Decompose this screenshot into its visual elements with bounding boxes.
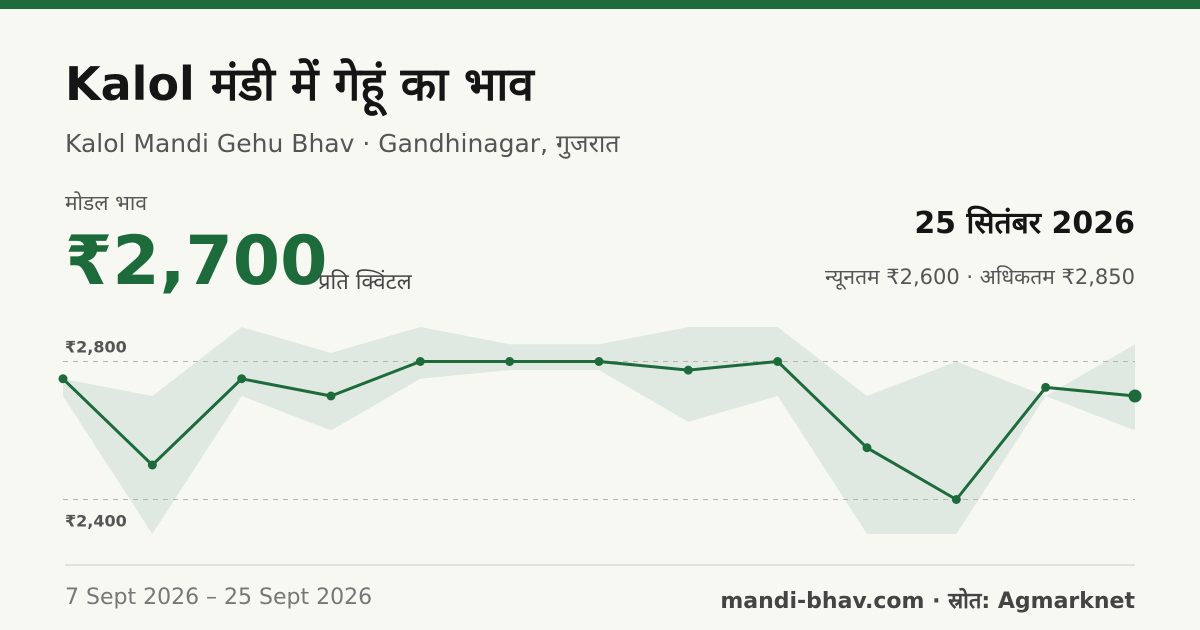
price-unit: प्रति क्विंटल bbox=[318, 270, 412, 295]
data-point bbox=[415, 357, 425, 366]
modal-price-label: मोडल भाव bbox=[65, 191, 148, 215]
data-point bbox=[326, 391, 336, 401]
top-accent-bar bbox=[0, 0, 1200, 9]
data-point bbox=[505, 357, 515, 366]
footer-source: mandi-bhav.com · स्रोत: Agmarknet bbox=[720, 589, 1135, 614]
price-date: 25 सितंबर 2026 bbox=[914, 206, 1135, 241]
data-point bbox=[773, 357, 783, 366]
price-trend-chart: ₹2,800 ₹2,400 bbox=[58, 327, 1142, 534]
y-tick-label: ₹2,800 bbox=[65, 338, 127, 357]
data-point bbox=[58, 374, 68, 384]
page-subtitle: Kalol Mandi Gehu Bhav · Gandhinagar, गुज… bbox=[65, 129, 620, 158]
footer-date-range: 7 Sept 2026 – 25 Sept 2026 bbox=[65, 585, 373, 610]
data-point bbox=[683, 365, 693, 375]
min-max-range: न्यूनतम ₹2,600 · अधिकतम ₹2,850 bbox=[825, 265, 1135, 289]
data-point bbox=[951, 495, 961, 504]
data-point bbox=[237, 374, 247, 384]
footer-divider bbox=[65, 564, 1135, 566]
data-point bbox=[1041, 382, 1051, 392]
page-title: Kalol मंडी में गेहूं का भाव bbox=[65, 57, 534, 111]
modal-price-value: ₹2,700 bbox=[65, 222, 328, 301]
data-point bbox=[594, 357, 604, 366]
data-point bbox=[147, 460, 157, 470]
min-max-band bbox=[63, 327, 1135, 534]
data-point bbox=[862, 443, 872, 453]
y-tick-label: ₹2,400 bbox=[65, 512, 127, 531]
latest-data-point bbox=[1128, 389, 1142, 403]
